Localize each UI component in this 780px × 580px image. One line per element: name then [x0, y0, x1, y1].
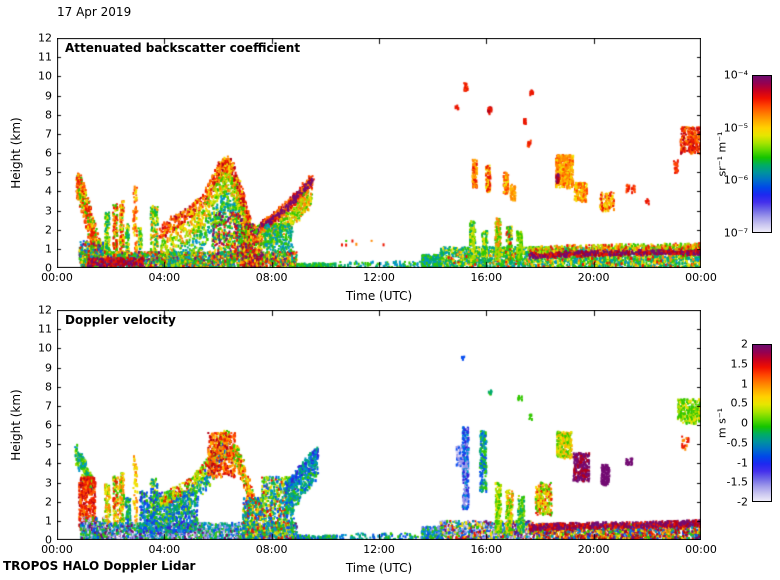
doppler-x-axis-label: Time (UTC) — [345, 561, 413, 575]
y-tick-label: 5 — [45, 437, 52, 451]
x-tick-label: 00:00 — [685, 271, 717, 284]
y-tick-label: 12 — [38, 31, 52, 45]
colorbar-tick-label: -1 — [737, 456, 748, 469]
x-tick-label: 00:00 — [41, 543, 73, 556]
colorbar-tick-label: 0 — [741, 416, 748, 430]
x-tick-label: 04:00 — [148, 271, 181, 284]
x-tick-label: 00:00 — [41, 271, 73, 284]
x-tick-label: 08:00 — [255, 271, 288, 284]
backscatter-panel: Attenuated backscatter coefficient — [57, 38, 701, 268]
y-tick-label: 3 — [45, 476, 52, 489]
y-tick-label: 7 — [45, 127, 52, 141]
y-tick-label: 10 — [38, 341, 52, 355]
y-tick-label: 12 — [38, 303, 52, 317]
y-tick-label: 2 — [45, 495, 52, 509]
y-tick-label: 11 — [38, 50, 52, 64]
x-tick-label: 20:00 — [577, 543, 610, 556]
x-tick-label: 04:00 — [148, 543, 181, 556]
colorbar-tick-label: 1 — [741, 377, 748, 390]
x-tick-label: 12:00 — [363, 271, 395, 284]
colorbar-tick-label: 10⁻⁵ — [723, 121, 748, 135]
colorbar-tick-label: -1.5 — [726, 475, 748, 489]
date-label: 17 Apr 2019 — [57, 5, 132, 19]
x-tick-label: 12:00 — [363, 543, 395, 556]
y-tick-label: 5 — [45, 165, 52, 179]
instrument-label: TROPOS HALO Doppler Lidar — [3, 559, 196, 573]
y-tick-label: 1 — [45, 514, 52, 528]
y-tick-label: 0 — [45, 261, 52, 275]
backscatter-panel-title: Attenuated backscatter coefficient — [65, 41, 301, 55]
y-tick-label: 3 — [45, 204, 52, 217]
x-tick-label: 20:00 — [577, 271, 610, 284]
y-tick-label: 1 — [45, 242, 52, 256]
y-tick-label: 11 — [38, 322, 52, 336]
colorbar-tick-label: 10⁻⁴ — [723, 68, 748, 82]
x-tick-label: 16:00 — [470, 543, 503, 556]
y-tick-label: 7 — [45, 399, 52, 413]
y-tick-label: 0 — [45, 533, 52, 547]
y-tick-label: 4 — [45, 456, 52, 470]
y-tick-label: 9 — [45, 89, 52, 102]
doppler-colorbar — [752, 344, 772, 502]
colorbar-tick-label: 10⁻⁶ — [723, 173, 748, 187]
colorbar-tick-label: 10⁻⁷ — [723, 226, 748, 240]
y-tick-label: 4 — [45, 184, 52, 198]
backscatter-heatmap-canvas — [57, 38, 701, 268]
colorbar-tick-label: 2 — [741, 337, 748, 351]
colorbar-tick-label: 0.5 — [730, 396, 749, 410]
doppler-velocity-heatmap-canvas — [57, 310, 701, 540]
y-tick-label: 6 — [45, 418, 52, 432]
y-tick-label: 9 — [45, 361, 52, 374]
x-tick-label: 08:00 — [255, 543, 288, 556]
y-tick-label: 2 — [45, 223, 52, 237]
backscatter-x-axis-label: Time (UTC) — [345, 289, 413, 303]
y-tick-label: 10 — [38, 69, 52, 83]
colorbar-tick-label: 1.5 — [730, 357, 749, 371]
backscatter-colorbar — [752, 75, 772, 233]
colorbar-tick-label: -0.5 — [726, 436, 748, 450]
doppler-velocity-panel-title: Doppler velocity — [65, 313, 176, 327]
doppler-velocity-panel: Doppler velocity — [57, 310, 701, 540]
y-tick-label: 8 — [45, 380, 52, 394]
x-tick-label: 00:00 — [685, 543, 717, 556]
colorbar-tick-label: -2 — [737, 495, 748, 509]
y-tick-label: 6 — [45, 146, 52, 160]
x-tick-label: 16:00 — [470, 271, 503, 284]
y-tick-label: 8 — [45, 108, 52, 122]
backscatter-colorbar-unit: sr⁻¹ m⁻¹ — [715, 131, 729, 177]
